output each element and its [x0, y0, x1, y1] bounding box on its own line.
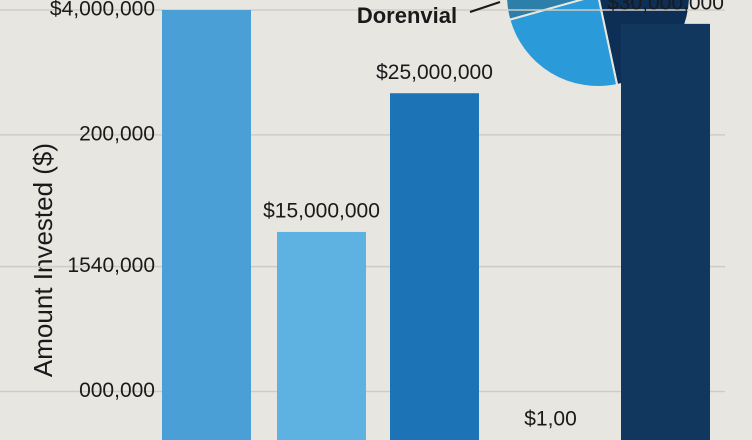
bar — [621, 23, 710, 440]
bar — [277, 231, 366, 440]
y-axis-title: Amount Invested ($) — [28, 143, 58, 377]
y-tick-label: 1540,000 — [67, 254, 155, 277]
data-label: $30,000,000 — [607, 0, 724, 14]
y-tick-label: 000,000 — [79, 379, 155, 402]
pie-annotation: Dorenvial — [357, 3, 457, 28]
pie-slice — [508, 0, 619, 88]
leader-line — [469, 1, 501, 13]
bar — [162, 10, 251, 440]
data-label: $1,00 — [524, 408, 577, 431]
bar — [390, 93, 479, 440]
data-label: $25,000,000 — [376, 61, 493, 84]
y-tick-label: 200,000 — [79, 122, 155, 145]
y-tick-label: $4,000,000 — [50, 0, 155, 21]
data-label: $15,000,000 — [263, 199, 380, 222]
